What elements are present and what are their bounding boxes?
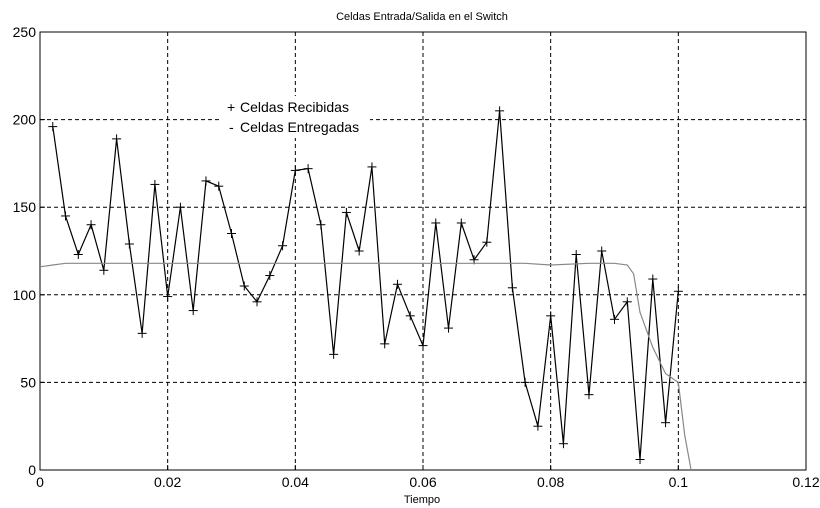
data-point-celdas-recibidas xyxy=(520,377,530,387)
y-tick-label: 0 xyxy=(28,462,36,478)
data-point-celdas-recibidas xyxy=(405,311,415,321)
x-tick-label: 0.06 xyxy=(409,474,436,490)
data-point-celdas-recibidas xyxy=(227,228,236,238)
data-point-celdas-recibidas xyxy=(112,134,122,144)
data-point-celdas-recibidas xyxy=(507,283,517,293)
data-point-celdas-recibidas xyxy=(597,246,607,256)
data-point-celdas-recibidas xyxy=(622,297,632,307)
data-point-celdas-recibidas xyxy=(316,220,326,230)
data-point-celdas-recibidas xyxy=(252,297,262,307)
data-point-celdas-recibidas xyxy=(150,179,160,189)
data-point-celdas-recibidas xyxy=(571,250,581,260)
data-point-celdas-recibidas xyxy=(329,349,339,359)
series-line-celdas-recibidas xyxy=(52,110,679,460)
data-point-celdas-recibidas xyxy=(163,292,173,302)
grid-lines xyxy=(40,32,806,470)
x-tick-label: 0.04 xyxy=(282,474,309,490)
legend-symbol-received: + xyxy=(227,99,235,115)
y-tick-label: 100 xyxy=(13,287,37,303)
x-tick-label: 0.12 xyxy=(792,474,819,490)
data-point-celdas-recibidas xyxy=(495,106,505,116)
series-layer xyxy=(39,106,692,471)
data-point-celdas-recibidas xyxy=(367,162,377,172)
series-line-celdas-entregadas xyxy=(39,262,692,471)
x-tick-label: 0.02 xyxy=(154,474,181,490)
legend: + Celdas Recibidas - Celdas Entregadas xyxy=(220,96,370,138)
data-point-celdas-recibidas xyxy=(661,418,671,428)
data-point-celdas-recibidas xyxy=(444,323,454,333)
data-point-celdas-recibidas xyxy=(265,271,275,281)
data-point-celdas-recibidas xyxy=(48,122,58,132)
data-point-celdas-recibidas xyxy=(533,421,543,431)
data-point-celdas-recibidas xyxy=(99,265,109,275)
data-point-celdas-recibidas xyxy=(201,176,211,186)
data-point-celdas-recibidas xyxy=(673,286,683,296)
data-point-celdas-recibidas xyxy=(354,246,364,256)
data-point-celdas-recibidas xyxy=(380,339,390,349)
data-point-celdas-recibidas xyxy=(188,306,198,316)
data-point-celdas-recibidas xyxy=(418,341,428,351)
data-point-celdas-recibidas xyxy=(61,211,71,221)
data-point-celdas-recibidas xyxy=(214,181,224,191)
data-point-celdas-recibidas xyxy=(392,279,402,289)
data-point-celdas-recibidas xyxy=(137,328,147,338)
data-point-celdas-recibidas xyxy=(648,274,658,284)
y-tick-label: 250 xyxy=(13,24,37,40)
data-point-celdas-recibidas xyxy=(546,311,556,321)
x-tick-label: 0.1 xyxy=(669,474,689,490)
data-point-celdas-recibidas xyxy=(290,165,300,175)
data-point-celdas-recibidas xyxy=(610,314,619,324)
data-point-celdas-recibidas xyxy=(124,239,134,249)
data-point-celdas-recibidas xyxy=(175,202,185,212)
data-point-celdas-recibidas xyxy=(341,207,351,217)
data-point-celdas-recibidas xyxy=(482,237,492,247)
y-tick-label: 150 xyxy=(13,199,37,215)
legend-symbol-delivered: - xyxy=(229,119,234,135)
chart-title: Celdas Entrada/Salida en el Switch xyxy=(336,11,508,23)
data-point-celdas-recibidas xyxy=(584,390,594,400)
data-point-celdas-recibidas xyxy=(73,250,83,260)
legend-label-delivered: Celdas Entregadas xyxy=(240,119,359,135)
axis-ticks: 0 0.02 0.04 0.06 0.08 0.1 0.12 0 50 100 150 200 250 xyxy=(13,24,820,490)
data-point-celdas-recibidas xyxy=(239,281,249,291)
data-point-celdas-recibidas xyxy=(278,241,288,251)
data-point-celdas-recibidas xyxy=(558,439,568,449)
x-tick-label: 0 xyxy=(36,474,44,490)
legend-background xyxy=(220,96,370,138)
data-point-celdas-recibidas xyxy=(303,164,313,174)
data-point-celdas-recibidas xyxy=(86,220,96,230)
x-tick-label: 0.08 xyxy=(537,474,564,490)
legend-label-received: Celdas Recibidas xyxy=(240,99,349,115)
y-tick-label: 50 xyxy=(20,374,36,390)
y-tick-label: 200 xyxy=(13,112,37,128)
x-axis-label: Tiempo xyxy=(404,494,440,506)
data-point-celdas-recibidas xyxy=(635,454,645,464)
data-point-celdas-recibidas xyxy=(431,218,441,228)
data-point-celdas-recibidas xyxy=(456,218,466,228)
